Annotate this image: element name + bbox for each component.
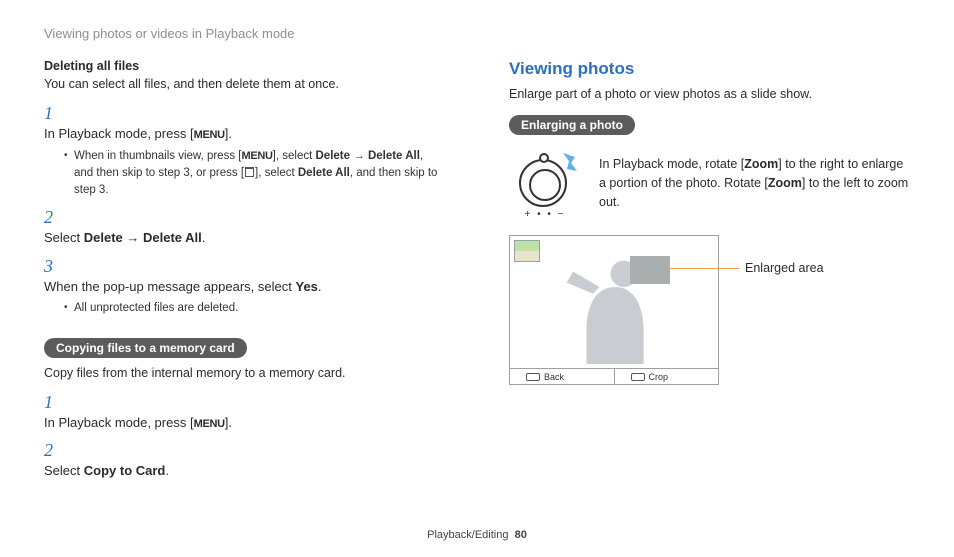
ok-icon — [631, 373, 645, 381]
page-header: Viewing photos or videos in Playback mod… — [0, 0, 954, 41]
copying-pill: Copying files to a memory card — [44, 338, 247, 358]
step-number: 2 — [44, 207, 62, 228]
step-number: 3 — [44, 256, 62, 277]
zoom-dial-illustration: + • • − In Playback mode, rotate [Zoom] … — [509, 151, 910, 223]
rotate-arrow-icon — [557, 149, 585, 177]
step-1-bullet: When in thumbnails view, press [MENU], s… — [64, 148, 445, 200]
menu-token: MENU — [194, 129, 225, 141]
breadcrumb: Viewing photos or videos in Playback mod… — [44, 26, 295, 41]
right-column: Viewing photos Enlarge part of a photo o… — [509, 59, 910, 489]
step-3-text: When the pop-up message appears, select … — [44, 277, 423, 297]
page-footer: Playback/Editing 80 — [0, 529, 954, 541]
crop-button[interactable]: Crop — [615, 369, 719, 384]
step-2-text: Select Delete → Delete All. — [44, 228, 423, 248]
viewing-photos-title: Viewing photos — [509, 59, 910, 79]
copy-step-1: In Playback mode, press [MENU]. — [44, 413, 423, 433]
copy-step-2: Select Copy to Card. — [44, 461, 423, 481]
back-button[interactable]: Back — [510, 369, 615, 384]
enlarged-area-marker — [630, 256, 670, 284]
viewing-photos-intro: Enlarge part of a photo or view photos a… — [509, 85, 910, 103]
callout-label: Enlarged area — [745, 261, 824, 275]
preview-thumbnail — [514, 240, 540, 262]
enlarging-pill: Enlarging a photo — [509, 115, 635, 135]
deleting-title: Deleting all files — [44, 59, 445, 73]
deleting-intro: You can select all files, and then delet… — [44, 75, 445, 93]
zoom-pm-label: + • • − — [509, 209, 581, 220]
step-number: 1 — [44, 103, 62, 124]
trash-icon — [245, 167, 254, 177]
back-icon — [526, 373, 540, 381]
callout-line — [669, 268, 739, 269]
step-number: 1 — [44, 392, 62, 413]
preview-box: Back Crop — [509, 235, 719, 385]
zoom-instruction: In Playback mode, rotate [Zoom] to the r… — [599, 155, 910, 211]
step-number: 2 — [44, 440, 62, 461]
step-1-text: In Playback mode, press [MENU]. — [44, 124, 423, 144]
step-3-bullet: All unprotected files are deleted. — [64, 300, 445, 317]
left-column: Deleting all files You can select all fi… — [44, 59, 445, 489]
copying-intro: Copy files from the internal memory to a… — [44, 364, 445, 382]
